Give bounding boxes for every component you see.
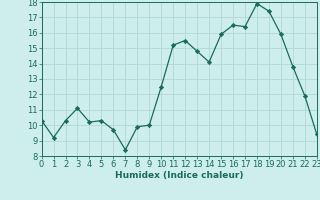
X-axis label: Humidex (Indice chaleur): Humidex (Indice chaleur) [115,171,244,180]
